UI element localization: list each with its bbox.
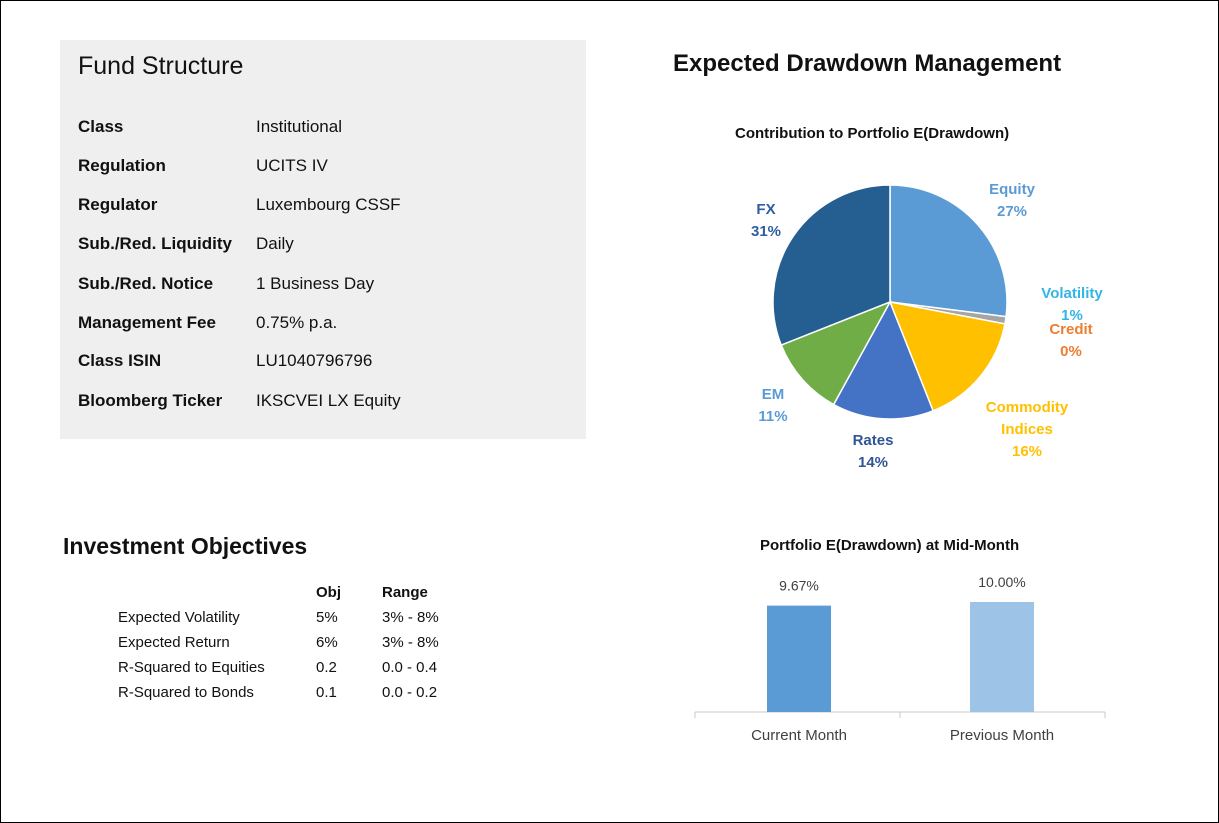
objective-obj-value: 5%	[316, 609, 338, 626]
fund-row-label: Class	[78, 117, 124, 136]
fund-row-label: Regulator	[78, 195, 158, 214]
objective-label: Expected Volatility	[118, 609, 240, 626]
fund-structure-row: Bloomberg Ticker IKSCVEI LX Equity	[78, 389, 401, 413]
objectives-section-title: Investment Objectives	[63, 533, 308, 559]
objectives-range-header: Range	[382, 584, 428, 601]
bar-chart-title: Portfolio E(Drawdown) at Mid-Month	[760, 537, 1020, 554]
objective-label: R-Squared to Equities	[118, 659, 265, 676]
fund-row-value: LU1040796796	[256, 351, 373, 370]
fund-structure-row: Class ISIN LU1040796796	[78, 349, 372, 373]
fund-row-label: Sub./Red. Liquidity	[78, 234, 232, 253]
fund-row-value: 0.75% p.a.	[256, 313, 338, 332]
fund-structure-row: Sub./Red. Notice 1 Business Day	[78, 272, 374, 296]
fund-structure-row: Regulator Luxembourg CSSF	[78, 193, 401, 217]
objective-obj-value: 0.1	[316, 684, 337, 701]
fund-row-value: UCITS IV	[256, 156, 328, 175]
fund-row-label: Sub./Red. Notice	[78, 274, 214, 293]
objective-range-value: 3% - 8%	[382, 634, 439, 651]
drawdown-section-title: Expected Drawdown Management	[673, 50, 1062, 77]
fund-row-label: Management Fee	[78, 313, 216, 332]
objectives-obj-header: Obj	[316, 584, 341, 601]
fund-structure-row: Sub./Red. Liquidity Daily	[78, 232, 294, 256]
objective-range-value: 0.0 - 0.4	[382, 659, 438, 676]
pie-chart-title: Contribution to Portfolio E(Drawdown)	[735, 125, 1010, 142]
fund-structure-panel: Fund Structure Class Institutional Regulat…	[60, 40, 586, 439]
fund-structure-row: Management Fee 0.75% p.a.	[78, 311, 337, 335]
fund-row-value: Daily	[256, 234, 294, 253]
fund-row-value: 1 Business Day	[256, 274, 375, 293]
fund-structure-row: Class Institutional	[78, 115, 342, 139]
fund-row-value: Institutional	[256, 117, 342, 136]
objective-range-value: 3% - 8%	[382, 609, 439, 626]
fund-structure-row: Regulation UCITS IV	[78, 154, 328, 178]
objective-obj-value: 0.2	[316, 659, 337, 676]
objective-obj-value: 6%	[316, 634, 338, 651]
fund-row-label: Regulation	[78, 156, 166, 175]
fund-row-value: IKSCVEI LX Equity	[256, 391, 401, 410]
objective-range-value: 0.0 - 0.2	[382, 684, 438, 701]
fund-row-label: Bloomberg Ticker	[78, 391, 223, 410]
fund-structure-title: Fund Structure	[78, 52, 244, 80]
fund-row-value: Luxembourg CSSF	[256, 195, 401, 214]
objective-label: R-Squared to Bonds	[118, 684, 254, 701]
objective-label: Expected Return	[118, 634, 230, 651]
fund-row-label: Class ISIN	[78, 351, 162, 370]
